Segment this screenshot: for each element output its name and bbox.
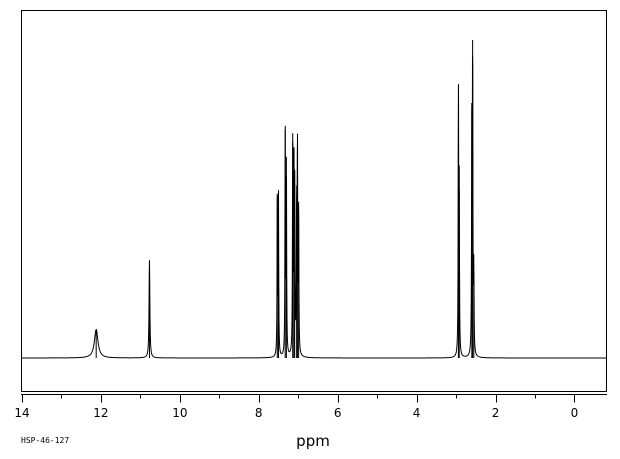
x-tick-label: 8 xyxy=(255,406,263,420)
x-tick-label: 6 xyxy=(334,406,342,420)
spectrum-id-label: HSP-46-127 xyxy=(21,436,70,445)
x-tick-label: 0 xyxy=(571,406,579,420)
x-tick-label: 14 xyxy=(14,406,29,420)
x-tick-label: 12 xyxy=(93,406,108,420)
x-tick-label: 4 xyxy=(413,406,421,420)
x-tick-label: 2 xyxy=(492,406,500,420)
spectrum-peaks xyxy=(95,40,475,358)
x-axis-tick-labels: 14 12 10 8 6 4 2 0 xyxy=(14,406,578,420)
x-axis-label: ppm xyxy=(296,432,330,450)
x-tick-label: 10 xyxy=(172,406,187,420)
spectrum-trace xyxy=(22,55,606,359)
x-axis-ticks xyxy=(22,394,575,403)
plot-frame xyxy=(21,10,607,392)
